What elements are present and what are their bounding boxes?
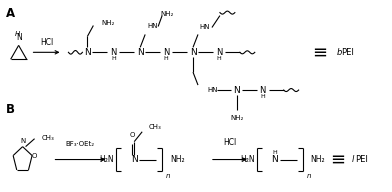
Text: HN: HN — [200, 24, 210, 31]
Text: N: N — [84, 48, 91, 57]
Text: H₂N: H₂N — [240, 155, 255, 164]
Text: N: N — [131, 155, 138, 164]
Text: n: n — [307, 173, 311, 180]
Text: HN: HN — [207, 87, 218, 93]
Text: H: H — [164, 56, 169, 61]
Text: CH₃: CH₃ — [42, 135, 54, 141]
Text: O: O — [32, 153, 38, 159]
Text: O: O — [129, 132, 135, 138]
Text: NH₂: NH₂ — [160, 11, 174, 17]
Text: B: B — [5, 103, 15, 116]
Text: N: N — [234, 86, 240, 94]
Text: H₂N: H₂N — [100, 155, 114, 164]
Text: N: N — [260, 86, 266, 94]
Text: CH₃: CH₃ — [148, 124, 161, 130]
Text: HCl: HCl — [223, 138, 236, 147]
Text: N: N — [110, 48, 116, 57]
Text: HN: HN — [147, 23, 158, 30]
Text: b: b — [336, 48, 342, 57]
Text: N: N — [20, 138, 25, 144]
Text: NH₂: NH₂ — [102, 20, 115, 26]
Text: N: N — [163, 48, 169, 57]
Text: NH₂: NH₂ — [230, 115, 243, 121]
Text: N: N — [16, 33, 22, 42]
Text: n: n — [166, 173, 171, 180]
Text: A: A — [5, 7, 15, 20]
Text: ≡: ≡ — [330, 151, 345, 169]
Text: ≡: ≡ — [312, 43, 327, 61]
Text: PEI: PEI — [341, 48, 354, 57]
Text: NH₂: NH₂ — [170, 155, 185, 164]
Text: HCl: HCl — [40, 38, 53, 47]
Text: H: H — [272, 150, 277, 155]
Text: H: H — [111, 56, 116, 61]
Text: PEI: PEI — [356, 155, 368, 164]
Text: H: H — [260, 94, 265, 99]
Text: N: N — [216, 48, 222, 57]
Text: N: N — [271, 155, 278, 164]
Text: H: H — [216, 56, 221, 61]
Text: NH₂: NH₂ — [310, 155, 325, 164]
Text: l: l — [352, 155, 354, 164]
Text: H: H — [15, 31, 20, 37]
Text: N: N — [137, 48, 143, 57]
Text: BF₃·OEt₂: BF₃·OEt₂ — [66, 141, 95, 147]
Text: N: N — [190, 48, 196, 57]
